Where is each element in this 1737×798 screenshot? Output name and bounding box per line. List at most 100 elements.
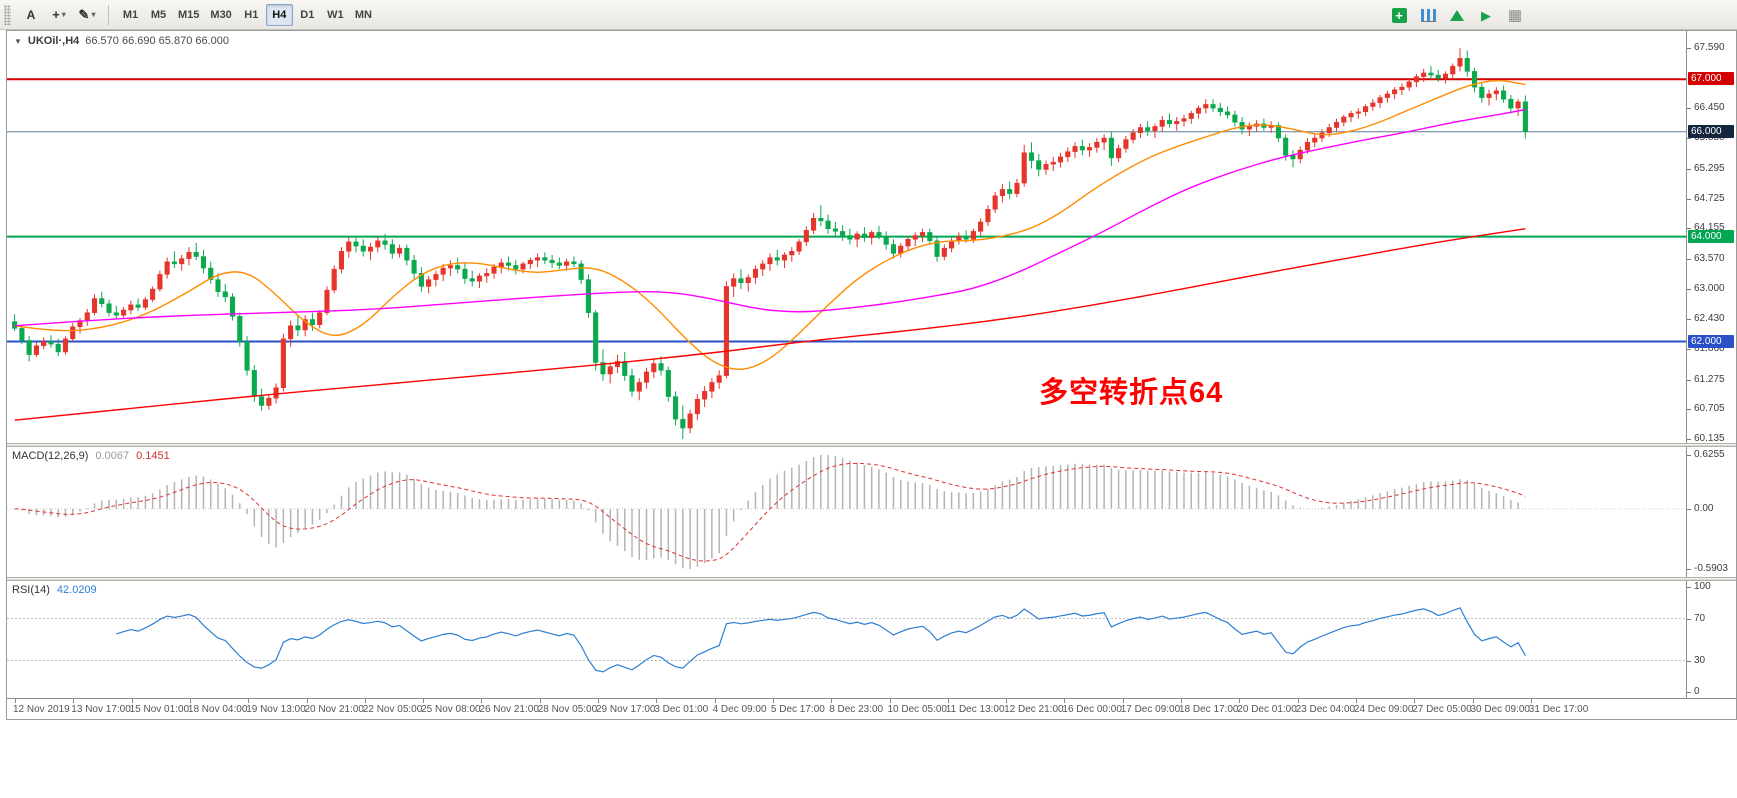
price-tick-label: 60.135 bbox=[1694, 433, 1725, 445]
price-axis-dash bbox=[1687, 508, 1691, 510]
price-axis-dash bbox=[1687, 439, 1691, 441]
date-axis-dash bbox=[131, 699, 133, 703]
date-axis-dash bbox=[364, 699, 366, 703]
price-tick-label: 65.295 bbox=[1694, 162, 1725, 174]
chart-bars-icon bbox=[1420, 8, 1436, 22]
timeframe-button-h1[interactable]: H1 bbox=[238, 4, 265, 26]
timeframe-button-w1[interactable]: W1 bbox=[322, 4, 349, 26]
price-tick-label: 0.00 bbox=[1694, 502, 1714, 514]
layout-button[interactable]: ▦ bbox=[1504, 4, 1526, 26]
price-axis-dash bbox=[1687, 348, 1691, 350]
timeframe-group: M1 M5 M15 M30 H1 H4 D1 W1 MN bbox=[117, 3, 377, 26]
price-axis-dash bbox=[1687, 455, 1691, 456]
price-tick-label: 63.570 bbox=[1694, 253, 1725, 265]
price-tick-label: 61.275 bbox=[1694, 373, 1725, 385]
date-tick-label: 10 Dec 05:00 bbox=[887, 704, 948, 715]
level-lines bbox=[7, 78, 1686, 343]
ma-mid-line bbox=[14, 108, 1526, 327]
panel-separator[interactable] bbox=[7, 443, 1736, 447]
price-tick-label: 0 bbox=[1694, 686, 1700, 697]
price-tick-label: 60.705 bbox=[1694, 403, 1725, 415]
crosshair-tool-button[interactable]: + ▾ bbox=[46, 4, 72, 26]
rsi-name: RSI(14) bbox=[12, 584, 50, 596]
top-toolbar: A + ▾ ✎ ▾ M1 M5 M15 M30 H1 H4 D1 W1 MN + ▶ bbox=[0, 0, 1737, 30]
date-axis-dash bbox=[656, 699, 658, 703]
text-tool-label: A bbox=[26, 7, 36, 22]
buy-arrow-button[interactable] bbox=[1446, 4, 1468, 26]
candles-layer bbox=[12, 48, 1528, 440]
date-tick-label: 27 Dec 05:00 bbox=[1412, 704, 1472, 715]
date-axis-dash bbox=[481, 699, 483, 703]
macd-panel[interactable] bbox=[7, 447, 1686, 577]
text-tool-button[interactable]: A bbox=[18, 4, 44, 26]
price-tick-label: 66.450 bbox=[1694, 102, 1725, 114]
timeframe-button-m5[interactable]: M5 bbox=[145, 4, 172, 26]
ma-fast-line bbox=[14, 79, 1526, 370]
timeframe-button-m15[interactable]: M15 bbox=[173, 4, 204, 26]
date-axis-dash bbox=[831, 699, 833, 703]
caret-down-icon: ▾ bbox=[91, 10, 96, 19]
price-tick-label: 0.6255 bbox=[1694, 449, 1725, 460]
date-axis-dash bbox=[1239, 699, 1241, 703]
price-axis-dash bbox=[1687, 318, 1691, 320]
new-order-button[interactable]: + bbox=[1388, 4, 1410, 26]
crosshair-icon: + bbox=[52, 7, 60, 22]
date-tick-label: 18 Dec 17:00 bbox=[1179, 704, 1239, 715]
main-chart-area[interactable] bbox=[7, 31, 1686, 443]
chart-bars-button[interactable] bbox=[1417, 4, 1439, 26]
ma-slow-line bbox=[14, 228, 1526, 421]
autotrade-button[interactable]: ▶ bbox=[1475, 4, 1497, 26]
toolbar-right-icons: + ▶ ▦ bbox=[1388, 4, 1526, 26]
panel-separator[interactable] bbox=[7, 577, 1736, 581]
date-tick-label: 19 Nov 13:00 bbox=[246, 704, 306, 715]
date-axis[interactable]: 12 Nov 2019 13 Nov 17:00 15 Nov 01:00 18 No… bbox=[7, 699, 1686, 719]
price-axis-dash bbox=[1687, 618, 1691, 620]
collapse-triangle-icon[interactable]: ▼ bbox=[14, 36, 22, 46]
price-axis-dash bbox=[1687, 379, 1691, 381]
chart-annotation-text[interactable]: 多空转折点64 bbox=[1039, 377, 1224, 409]
timeframe-button-m1[interactable]: M1 bbox=[117, 4, 144, 26]
chart-window: ▼ UKOil·,H4 66.570 66.690 65.870 66.000 … bbox=[6, 30, 1737, 720]
timeframe-button-d1[interactable]: D1 bbox=[294, 4, 321, 26]
draw-tool-button[interactable]: ✎ ▾ bbox=[74, 4, 100, 26]
timeframe-button-mn[interactable]: MN bbox=[350, 4, 377, 26]
date-tick-label: 20 Nov 21:00 bbox=[304, 704, 365, 715]
caret-down-icon: ▾ bbox=[61, 10, 66, 19]
price-tick-label: 62.430 bbox=[1694, 312, 1725, 324]
price-axis-dash bbox=[1687, 409, 1691, 411]
date-tick-label: 23 Dec 04:00 bbox=[1295, 704, 1356, 715]
toolbar-drag-handle[interactable] bbox=[4, 4, 11, 25]
date-axis-dash bbox=[1414, 699, 1416, 703]
macd-label: MACD(12,26,9) 0.0067 0.1451 bbox=[12, 450, 170, 462]
price-tick-label: -0.5903 bbox=[1694, 563, 1728, 574]
date-axis-dash bbox=[1355, 699, 1357, 703]
date-tick-label: 22 Nov 05:00 bbox=[362, 704, 423, 715]
price-axis-dash bbox=[1687, 108, 1691, 110]
price-axis-dash bbox=[1687, 692, 1691, 693]
timeframe-button-h4[interactable]: H4 bbox=[265, 3, 293, 26]
date-axis-dash bbox=[73, 699, 75, 703]
date-axis-dash bbox=[1472, 699, 1474, 703]
date-tick-label: 15 Nov 01:00 bbox=[129, 704, 190, 715]
price-level-tag: 66.000 bbox=[1688, 124, 1734, 138]
macd-main-value: 0.0067 bbox=[95, 450, 130, 462]
date-tick-label: 13 Nov 17:00 bbox=[71, 704, 131, 715]
date-tick-label: 26 Nov 21:00 bbox=[479, 704, 539, 715]
date-tick-label: 16 Dec 00:00 bbox=[1062, 704, 1122, 715]
price-axis-dash bbox=[1687, 660, 1691, 662]
date-axis-dash bbox=[1064, 699, 1066, 703]
price-level-tag: 62.000 bbox=[1688, 334, 1734, 348]
date-tick-label: 24 Dec 09:00 bbox=[1353, 704, 1414, 715]
date-tick-label: 30 Dec 09:00 bbox=[1470, 704, 1531, 715]
price-level-tag: 64.000 bbox=[1688, 229, 1734, 243]
macd-histogram bbox=[21, 455, 1527, 569]
price-tick-label: 64.725 bbox=[1694, 192, 1725, 204]
timeframe-button-m30[interactable]: M30 bbox=[205, 4, 236, 26]
green-triangle-up-icon bbox=[1450, 9, 1464, 21]
date-tick-label: 8 Dec 23:00 bbox=[829, 704, 884, 715]
date-axis-separator bbox=[7, 698, 1736, 699]
date-tick-label: 12 Dec 21:00 bbox=[1004, 704, 1064, 715]
date-axis-dash bbox=[1181, 699, 1182, 703]
rsi-panel[interactable] bbox=[7, 581, 1686, 698]
price-axis[interactable]: 67.59066.45065.88065.29564.72564.15563.5… bbox=[1686, 31, 1735, 698]
